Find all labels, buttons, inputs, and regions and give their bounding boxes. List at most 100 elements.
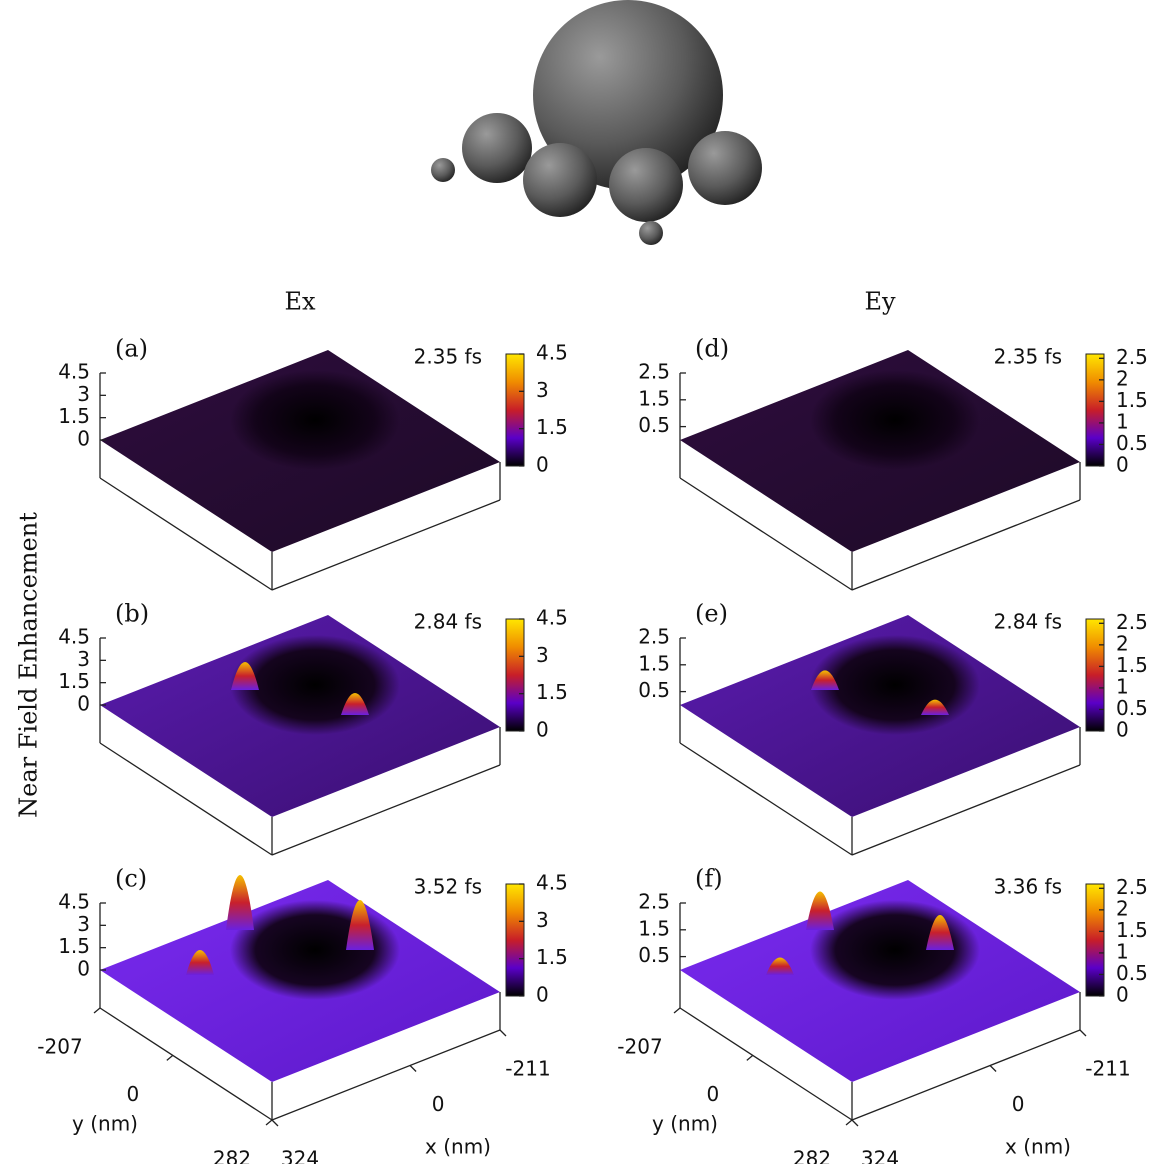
time-label: 2.84 fs	[994, 610, 1062, 634]
colorbar-tick-label: 0.5	[1116, 431, 1148, 455]
panel-label: (b)	[115, 600, 149, 628]
colorbar-tick-label: 4.5	[536, 871, 568, 895]
cluster-illustration	[431, 0, 762, 245]
panel-label: (e)	[695, 600, 728, 628]
surface-peak	[811, 670, 839, 690]
colorbar-tick-label: 1.5	[536, 415, 568, 439]
x-tick	[1079, 1029, 1087, 1037]
box-edge	[99, 1007, 273, 1121]
z-tick-label: 1.5	[638, 386, 670, 410]
colorbar-tick-label: 0	[536, 718, 549, 742]
x-tick	[409, 1065, 417, 1072]
x-tick	[271, 1119, 279, 1127]
colorbar-tick-label: 1.5	[536, 680, 568, 704]
colorbar-tick-label: 4.5	[536, 341, 568, 365]
surface-hole	[810, 900, 980, 1000]
colorbar-tick-label: 1	[1116, 939, 1129, 963]
x-tick-label: 324	[281, 1147, 319, 1164]
x-tick-label: -211	[1085, 1057, 1130, 1081]
colorbar-tick-label: 3	[536, 908, 549, 932]
z-tick-label: 0.5	[638, 413, 670, 437]
surface-peak	[921, 699, 949, 715]
z-tick-label: 4.5	[58, 890, 90, 914]
y-tick-label: 0	[706, 1082, 719, 1106]
colorbar-tick-label: 0	[1116, 718, 1129, 742]
box-edge	[851, 499, 1081, 591]
z-tick-label: 3	[77, 912, 90, 936]
surface-hole	[230, 370, 400, 470]
panel-label: (c)	[115, 865, 147, 893]
colorbar	[1085, 618, 1105, 732]
y-tick	[166, 1054, 174, 1061]
y-tick	[746, 1054, 754, 1061]
surface-peak	[186, 950, 214, 975]
y-tick	[845, 1119, 853, 1126]
surface-peak	[231, 662, 259, 690]
column-title: Ex	[284, 288, 316, 316]
z-tick-label: 1.5	[58, 669, 90, 693]
x-tick-label: 324	[861, 1147, 899, 1164]
y-tick-label: -207	[37, 1035, 82, 1059]
x-tick	[851, 1119, 859, 1127]
colorbar-tick-label: 1	[1116, 674, 1129, 698]
surface-peak	[341, 693, 369, 715]
z-tick-label: 3	[77, 382, 90, 406]
box-edge	[851, 764, 1081, 856]
column-title: Ey	[864, 288, 896, 316]
colorbar-tick-label: 1.5	[1116, 918, 1148, 942]
x-tick	[499, 1029, 507, 1037]
colorbar-tick-label: 0	[1116, 453, 1129, 477]
colorbar-tick-label: 0	[536, 453, 549, 477]
colorbar-tick-label: 0	[1116, 983, 1129, 1007]
colorbar-tick-label: 4.5	[536, 606, 568, 630]
y-axis-title: Near Field Enhancement	[15, 512, 43, 818]
box-edge	[271, 1029, 501, 1121]
x-tick-label: -211	[505, 1057, 550, 1081]
colorbar-tick-label: 1.5	[1116, 653, 1148, 677]
colorbar	[505, 353, 525, 467]
colorbar-tick-label: 0.5	[1116, 961, 1148, 985]
z-tick-label: 0.5	[638, 678, 670, 702]
z-tick-label: 3	[77, 647, 90, 671]
y-tick-label: -207	[617, 1035, 662, 1059]
time-label: 2.35 fs	[994, 345, 1062, 369]
x-tick-label: 0	[432, 1092, 445, 1116]
box-edge	[271, 499, 501, 591]
surface-hole	[810, 370, 980, 470]
z-tick-label: 1.5	[638, 651, 670, 675]
box-edge	[679, 477, 853, 591]
surface-peak	[766, 957, 794, 975]
time-label: 3.36 fs	[994, 875, 1062, 899]
colorbar	[505, 618, 525, 732]
panel: 0.51.52.5(f) 3.36 fs00.511.522.53240-211x…	[617, 865, 1148, 1164]
colorbar-tick-label: 2.5	[1116, 345, 1148, 369]
y-tick	[265, 1119, 273, 1126]
z-tick-label: 4.5	[58, 625, 90, 649]
z-tick-label: 1.5	[638, 916, 670, 940]
y-axis-title: y (nm)	[652, 1112, 718, 1136]
colorbar-tick-label: 2	[1116, 631, 1129, 655]
z-tick-label: 2.5	[638, 360, 670, 384]
y-axis-title: y (nm)	[72, 1112, 138, 1136]
y-tick	[93, 1007, 101, 1014]
panel-label: (a)	[115, 335, 148, 363]
box-edge	[99, 477, 273, 591]
z-tick-label: 2.5	[638, 890, 670, 914]
surface-peak	[806, 891, 834, 930]
colorbar-tick-label: 0.5	[1116, 696, 1148, 720]
surface-peak	[346, 900, 374, 950]
z-tick-label: 4.5	[58, 360, 90, 384]
y-tick-label: 282	[213, 1147, 251, 1164]
colorbar	[505, 883, 525, 997]
colorbar-tick-label: 1	[1116, 409, 1129, 433]
colorbar-tick-label: 2	[1116, 366, 1129, 390]
colorbar-tick-label: 3	[536, 378, 549, 402]
box-edge	[851, 1029, 1081, 1121]
colorbar	[1085, 883, 1105, 997]
y-tick	[673, 1007, 681, 1014]
